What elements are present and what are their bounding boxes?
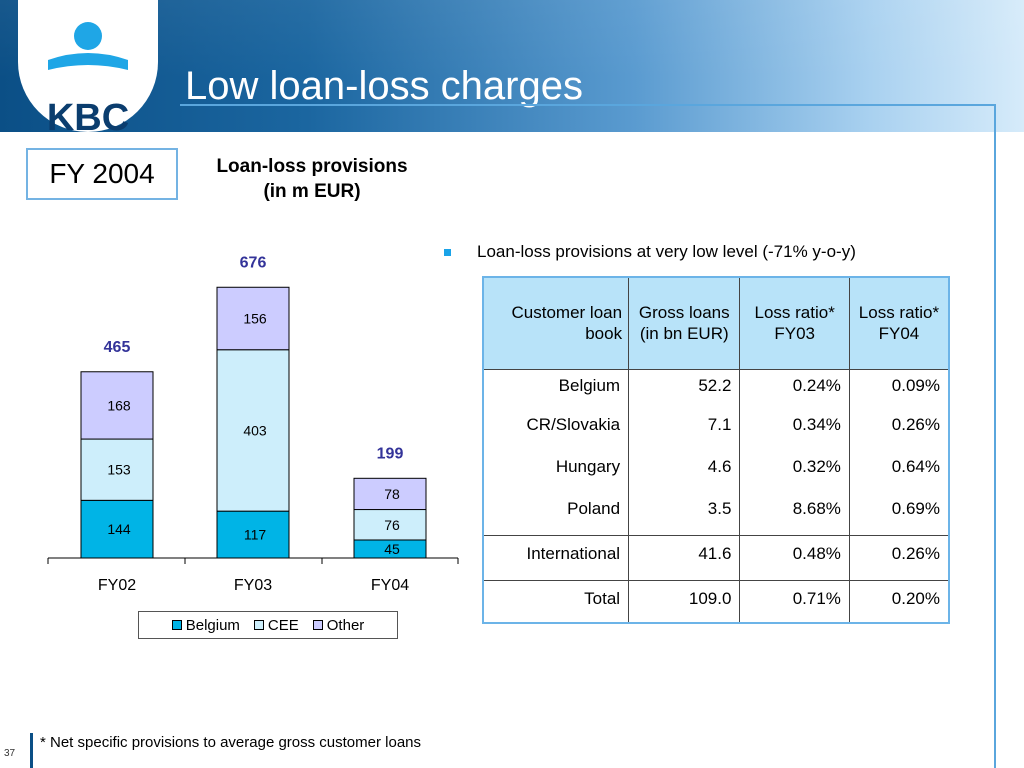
legend-item-other: Other (312, 616, 365, 634)
row-fy03: 0.71% (739, 580, 850, 623)
row-fy03: 0.34% (739, 411, 850, 453)
total-label-fy03: 676 (240, 254, 267, 271)
table-header-row: Customer loan book Gross loans (in bn EU… (483, 277, 949, 370)
table-row-total: Total 109.0 0.71% 0.20% (483, 580, 949, 623)
row-name: Belgium (483, 369, 630, 411)
row-name: Poland (483, 495, 630, 536)
total-label-fy02: 465 (104, 339, 131, 356)
footnote-accent-bar (30, 733, 33, 768)
row-fy03: 0.24% (739, 369, 850, 411)
legend-swatch-other (312, 620, 323, 630)
chart-title-line2: (in m EUR) (263, 181, 361, 202)
bullet-square-icon (444, 248, 451, 256)
right-divider (994, 104, 996, 768)
row-gross: 41.6 (628, 535, 741, 581)
kbc-logo-icon: KBC (47, 22, 129, 132)
bullet-text: Loan-loss provisions at very low level (… (477, 242, 856, 261)
data-label-cee-fy04: 76 (384, 517, 400, 533)
bar-other-fy02 (80, 371, 154, 440)
row-gross: 109.0 (628, 580, 741, 623)
fiscal-year-badge: FY 2004 (26, 148, 178, 200)
bar-other-fy03 (216, 286, 290, 351)
row-fy04: 0.64% (891, 457, 940, 476)
table-row: Belgium 52.2 0.24% 0.09% (483, 369, 949, 411)
category-label-fy02: FY02 (98, 577, 136, 594)
data-label-belgium-fy02: 144 (107, 521, 131, 537)
bullet-point: Loan-loss provisions at very low level (… (444, 242, 856, 262)
row-name: International (483, 535, 630, 581)
total-label-fy04: 199 (377, 445, 404, 462)
header-gross-loans: Gross loans (in bn EUR) (628, 277, 741, 370)
row-fy03: 0.48% (739, 535, 850, 581)
loss-ratio-table: Customer loan book Gross loans (in bn EU… (482, 276, 950, 624)
data-label-belgium-fy04: 45 (384, 541, 400, 557)
row-fy04: 0.69% (849, 495, 949, 536)
row-fy03: 8.68% (739, 495, 850, 536)
kbc-logo: KBC (18, 0, 158, 132)
stacked-bar-chart: 144 153 168 465 FY02 117 403 156 676 FY03 45 76 78 19… (47, 254, 459, 594)
legend-swatch-belgium (171, 620, 182, 630)
legend-label-cee: CEE (267, 616, 299, 634)
data-label-other-fy04: 78 (384, 486, 400, 502)
header-loss-ratio-fy04: Loss ratio* FY04 (849, 277, 949, 370)
table-row: International 41.6 0.48% 0.26% (483, 535, 949, 581)
data-label-other-fy02: 168 (107, 397, 131, 413)
row-name: CR/Slovakia (483, 411, 630, 453)
data-label-belgium-fy03: 117 (244, 527, 267, 543)
header-band (0, 0, 1024, 132)
table-row: Poland 3.5 8.68% 0.69% (483, 495, 949, 536)
data-label-other-fy03: 156 (243, 311, 267, 327)
table-row: Hungary 4.6 0.32% 0.64% (483, 453, 949, 495)
row-name: Total (483, 580, 630, 623)
legend-swatch-cee (253, 620, 264, 630)
legend-item-cee: CEE (253, 616, 299, 634)
bar-cee-fy03 (216, 349, 290, 512)
legend-label-belgium: Belgium (185, 616, 240, 634)
table-row: CR/Slovakia 7.1 0.34% 0.26% (483, 411, 949, 453)
footnote: * Net specific provisions to average gro… (40, 734, 422, 751)
row-fy04: 0.09% (891, 375, 940, 395)
row-fy04: 0.26% (849, 535, 949, 581)
header-customer-loan-book: Customer loan book (483, 277, 630, 370)
row-fy04: 0.26% (891, 415, 940, 434)
legend-item-belgium: Belgium (171, 616, 240, 634)
data-label-cee-fy03: 403 (243, 422, 267, 438)
logo-text: KBC (47, 97, 129, 132)
page-number: 37 (4, 748, 16, 759)
bar-cee-fy02 (80, 438, 154, 501)
bar-cee-fy04 (353, 509, 427, 541)
page-title: Low loan-loss charges (185, 64, 583, 108)
row-gross: 52.2 (628, 369, 741, 411)
bar-other-fy04 (353, 477, 427, 511)
category-label-fy04: FY04 (371, 577, 409, 594)
title-divider (180, 104, 996, 106)
row-gross: 7.1 (628, 411, 741, 453)
row-gross: 4.6 (628, 453, 741, 495)
category-label-fy03: FY03 (234, 577, 272, 594)
row-fy04: 0.20% (891, 588, 940, 608)
bar-belgium-fy03 (216, 510, 290, 559)
chart-legend: Belgium CEE Other (138, 611, 398, 639)
data-label-cee-fy02: 153 (107, 462, 131, 478)
legend-label-other: Other (326, 616, 365, 634)
chart-title-line1: Loan-loss provisions (216, 156, 408, 177)
chart-title: Loan-loss provisions (in m EUR) (190, 154, 434, 204)
row-name: Hungary (483, 453, 630, 495)
header-loss-ratio-fy03: Loss ratio* FY03 (739, 277, 850, 370)
row-fy03: 0.32% (739, 453, 850, 495)
row-gross: 3.5 (628, 495, 741, 536)
